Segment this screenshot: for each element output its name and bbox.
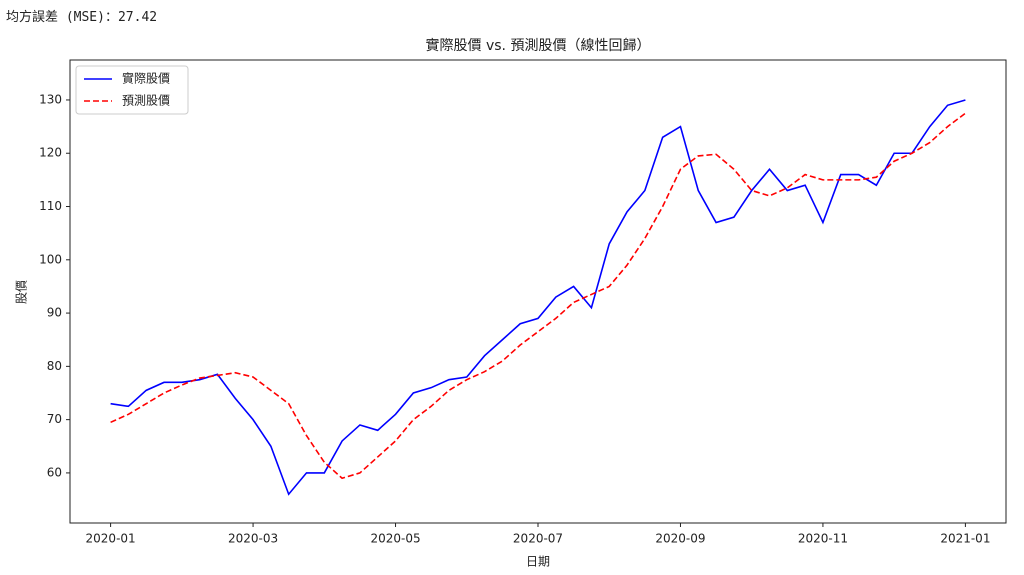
y-axis-label: 股價 (15, 280, 29, 304)
legend-label: 預測股價 (122, 94, 170, 108)
legend-label: 實際股價 (122, 71, 170, 86)
x-tick-label: 2020-07 (513, 532, 563, 546)
x-tick-label: 2020-05 (370, 532, 420, 546)
y-tick-label: 120 (39, 146, 62, 160)
x-tick-label: 2020-01 (86, 532, 136, 546)
y-tick-label: 110 (39, 199, 62, 213)
x-tick-label: 2021-01 (940, 532, 990, 546)
legend-box (75, 65, 189, 115)
plot-frame (69, 59, 1007, 524)
chart-title: 實際股價 vs. 預測股價（線性回歸） (426, 37, 651, 54)
series-line (110, 99, 966, 496)
series-line (110, 112, 966, 480)
y-tick-label: 80 (47, 359, 62, 373)
y-tick-label: 90 (47, 306, 62, 320)
y-tick-label: 60 (47, 465, 62, 479)
y-tick-label: 100 (39, 252, 62, 266)
x-tick-label: 2020-11 (798, 532, 848, 546)
x-tick-label: 2020-03 (228, 532, 278, 546)
x-axis-label: 日期 (526, 555, 550, 569)
y-tick-label: 70 (47, 412, 62, 426)
x-tick-label: 2020-09 (655, 532, 705, 546)
mse-text: 均方誤差 (MSE)：27.42 (6, 10, 158, 25)
y-tick-label: 130 (39, 92, 62, 106)
